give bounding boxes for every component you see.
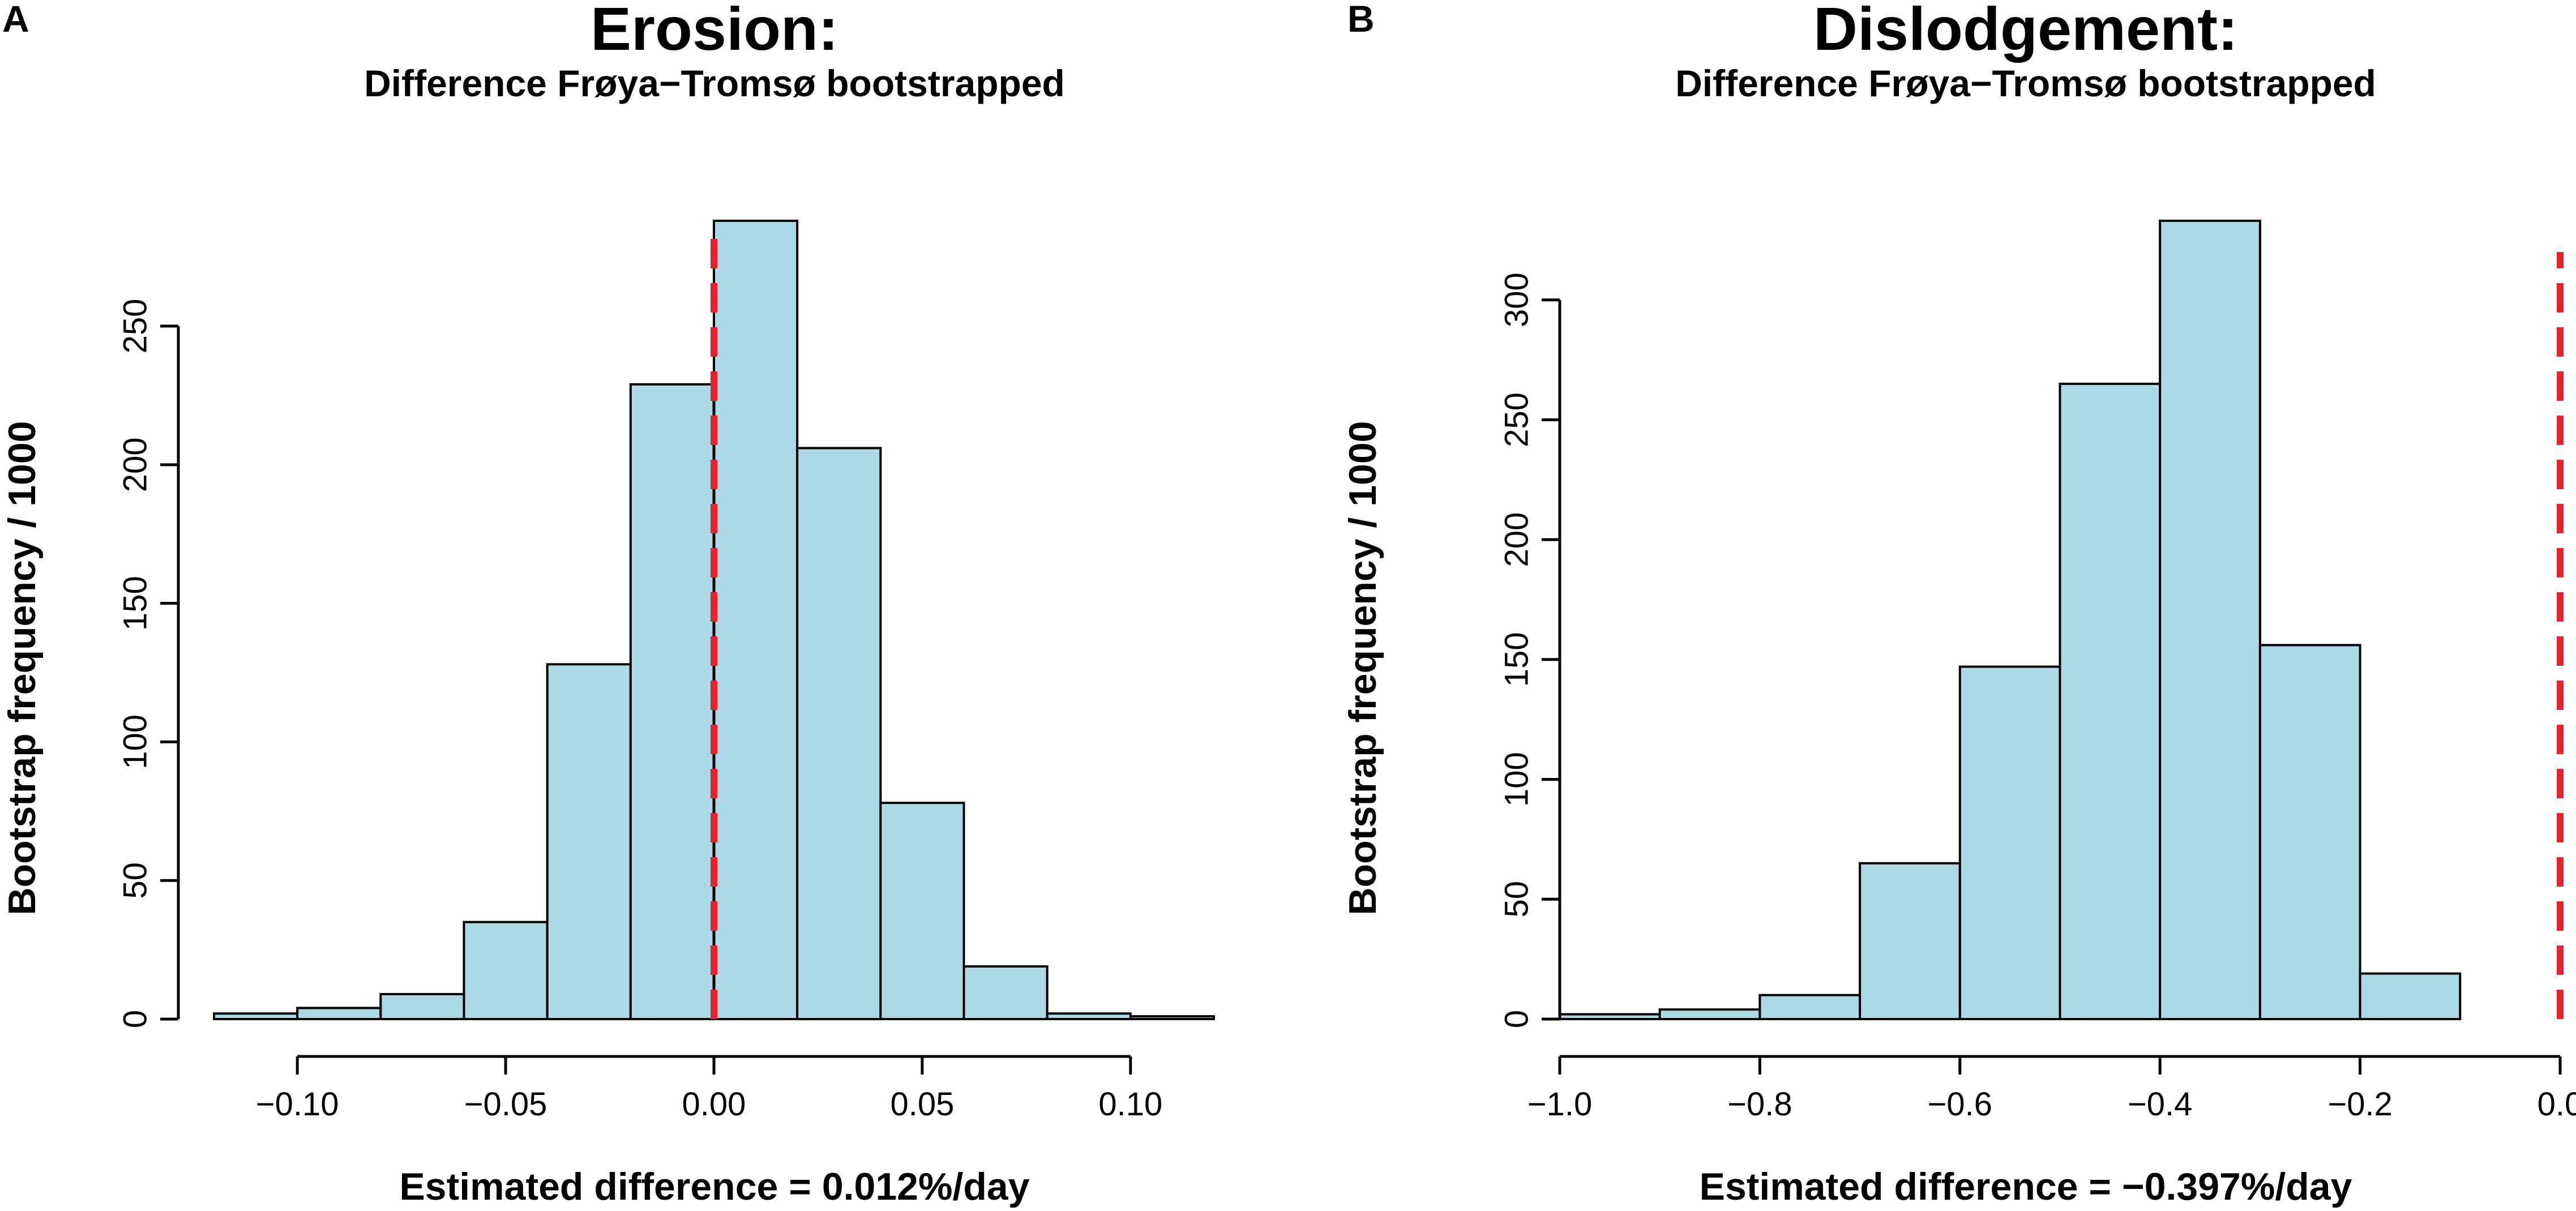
- chart-b-x-tick-label-4: −0.2: [2327, 1086, 2393, 1123]
- chart-a-bars: [213, 220, 1216, 1021]
- chart-a-bar-7: [796, 447, 882, 1020]
- chart-b-bar-6: [2159, 220, 2261, 1020]
- chart-b-bar-8: [2359, 972, 2462, 1021]
- chart-a-y-tick-label-0: 0: [117, 1010, 153, 1028]
- chart-b-y-tick-label-5: 250: [1498, 392, 1535, 447]
- chart-a-y-tick-label-3: 150: [117, 576, 153, 631]
- chart-a-y-tick-label-1: 50: [117, 862, 153, 899]
- panel-letter-a: A: [2, 0, 29, 40]
- chart-b-x-axis: −1.0 −0.8 −0.6 −0.4 −0.2 0.0: [1527, 1055, 2576, 1123]
- chart-b-y-axis: 0 50 100 150 200 250 300: [1498, 272, 1561, 1028]
- chart-b-x-tick-label-0: −1.0: [1527, 1086, 1593, 1123]
- chart-b-bar-1: [1658, 1008, 1761, 1021]
- chart-b-x-tick-label-1: −0.8: [1727, 1086, 1792, 1123]
- chart-b-y-tick-label-3: 150: [1498, 632, 1535, 687]
- chart-a-bar-2: [379, 992, 465, 1020]
- chart-b-x-tick-label-5: 0.0: [2538, 1086, 2576, 1123]
- chart-b-y-tick-label-0: 0: [1498, 1010, 1535, 1028]
- panel-a-erosion: A Erosion: Difference Frøya−Tromsø boots…: [1, 0, 1216, 1208]
- chart-a-x-tick-label-1: −0.05: [464, 1086, 547, 1123]
- chart-a-bar-0: [213, 1012, 299, 1021]
- chart-b-y-tick-label-4: 200: [1498, 512, 1535, 567]
- chart-b-bar-7: [2258, 644, 2361, 1020]
- chart-b-bar-3: [1859, 862, 1961, 1020]
- chart-b-title: Dislodgement:: [1813, 0, 2238, 63]
- chart-a-bar-4: [546, 663, 632, 1021]
- chart-a-y-tick-label-5: 250: [117, 299, 153, 354]
- chart-a-bar-1: [296, 1007, 382, 1020]
- chart-b-x-axis-label: Estimated difference = −0.397%/day: [1700, 1165, 2352, 1208]
- chart-b-bar-2: [1758, 994, 1862, 1021]
- chart-a-y-tick-label-4: 200: [117, 437, 153, 492]
- chart-b-y-tick-label-6: 300: [1498, 272, 1535, 327]
- chart-a-bar-11: [1129, 1015, 1216, 1020]
- chart-a-bar-8: [879, 802, 965, 1020]
- chart-a-x-axis-label: Estimated difference = 0.012%/day: [399, 1165, 1029, 1208]
- chart-a-y-axis: 0 50 100 150 200 250: [117, 299, 180, 1028]
- chart-b-y-tick-label-1: 50: [1498, 881, 1535, 918]
- panel-b-dislodgement: B Dislodgement: Difference Frøya−Tromsø …: [1341, 0, 2576, 1208]
- chart-a-title: Erosion:: [590, 0, 838, 63]
- chart-a-bar-5: [629, 383, 716, 1021]
- chart-b-x-tick-label-3: −0.4: [2128, 1086, 2193, 1123]
- chart-a-x-tick-label-0: −0.10: [256, 1086, 339, 1123]
- chart-a-bar-3: [463, 921, 549, 1021]
- chart-b-bar-4: [1958, 665, 2061, 1021]
- chart-b-bar-5: [2059, 382, 2162, 1020]
- chart-a-subtitle: Difference Frøya−Tromsø bootstrapped: [364, 62, 1065, 104]
- chart-b-bar-0: [1559, 1013, 1661, 1020]
- chart-b-x-tick-label-2: −0.6: [1928, 1086, 1993, 1123]
- chart-a-bar-10: [1046, 1012, 1132, 1021]
- chart-b-subtitle: Difference Frøya−Tromsø bootstrapped: [1675, 62, 2376, 104]
- panel-letter-b: B: [1347, 0, 1375, 40]
- chart-a-bar-9: [962, 965, 1049, 1020]
- chart-b-bars: [1559, 220, 2462, 1021]
- chart-a-bar-6: [713, 220, 799, 1020]
- chart-a-y-tick-label-2: 100: [117, 714, 153, 769]
- chart-a-x-tick-label-3: 0.05: [890, 1086, 954, 1123]
- chart-b-y-tick-label-2: 100: [1498, 752, 1535, 807]
- chart-a-y-axis-label: Bootstrap frequency / 1000: [1, 421, 44, 915]
- chart-b-y-axis-label: Bootstrap frequency / 1000: [1341, 421, 1384, 915]
- chart-a-x-axis: −0.10 −0.05 0.00 0.05 0.10: [256, 1055, 1162, 1123]
- chart-a-x-tick-label-4: 0.10: [1098, 1086, 1162, 1123]
- chart-a-x-tick-label-2: 0.00: [682, 1086, 746, 1123]
